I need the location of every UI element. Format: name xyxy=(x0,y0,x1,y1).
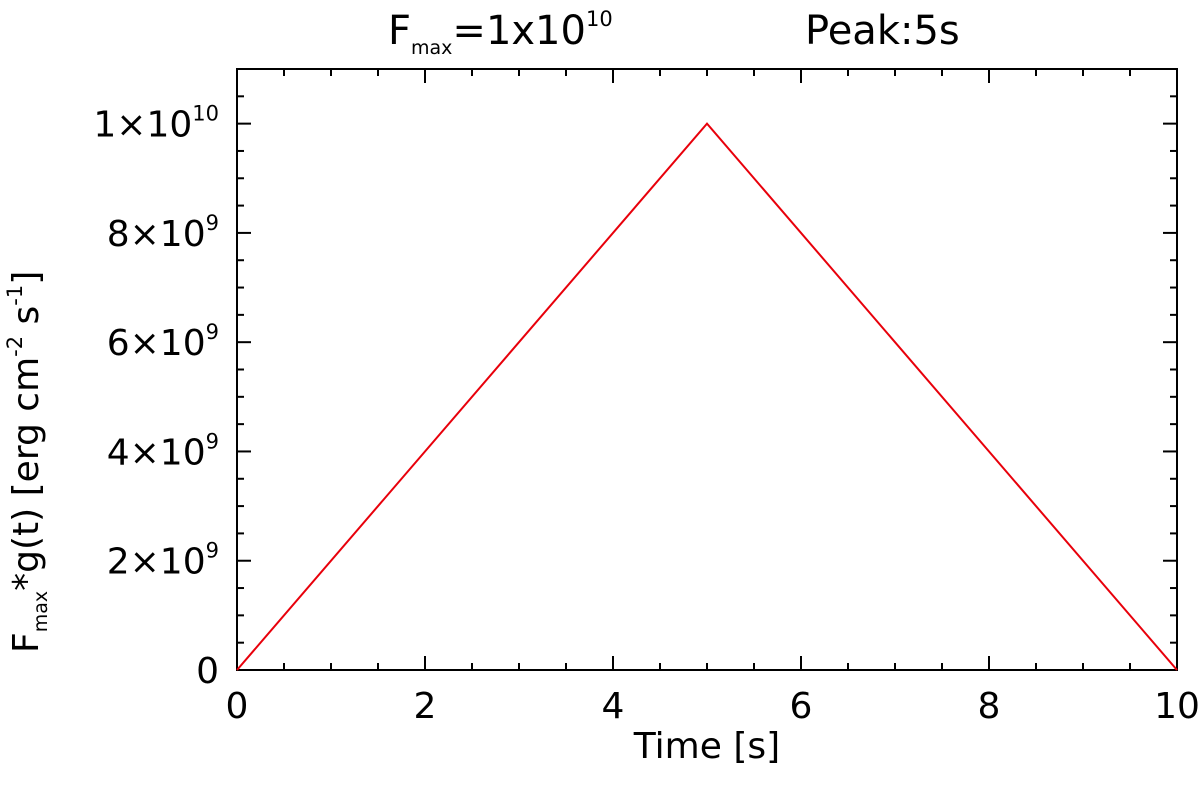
title-peak: Peak:5s xyxy=(805,8,960,54)
x-tick-label: 6 xyxy=(790,686,813,727)
title-main: Fmax=1x1010 xyxy=(388,7,613,59)
series-line xyxy=(236,122,1178,671)
y-tick-labels: 0 2×109 4×109 6×109 8×109 1×1010 xyxy=(93,102,219,692)
y-tick-label: 2×109 xyxy=(107,539,219,583)
y-axis-label: Fmax*g(t) [erg cm-2 s-1] xyxy=(3,271,52,653)
y-tick-label: 8×109 xyxy=(107,211,219,255)
y-tick-label: 6×109 xyxy=(107,320,219,364)
plot-frame xyxy=(236,68,1178,671)
x-tick-label: 4 xyxy=(602,686,625,727)
x-tick-label: 10 xyxy=(1154,686,1200,727)
y-tick-label: 0 xyxy=(196,651,219,692)
x-tick-label: 8 xyxy=(978,686,1001,727)
x-tick-label: 0 xyxy=(226,686,249,727)
chart-title: Fmax=1x1010 Peak:5s xyxy=(388,7,960,59)
x-tick-label: 2 xyxy=(414,686,437,727)
y-tick-label: 4×109 xyxy=(107,429,219,473)
x-axis-label: Time [s] xyxy=(633,726,780,767)
y-tick-label: 1×1010 xyxy=(93,102,219,146)
minor-ticks xyxy=(237,68,1177,670)
major-ticks xyxy=(236,69,1178,671)
x-tick-labels: 0 2 4 6 8 10 xyxy=(226,686,1200,727)
